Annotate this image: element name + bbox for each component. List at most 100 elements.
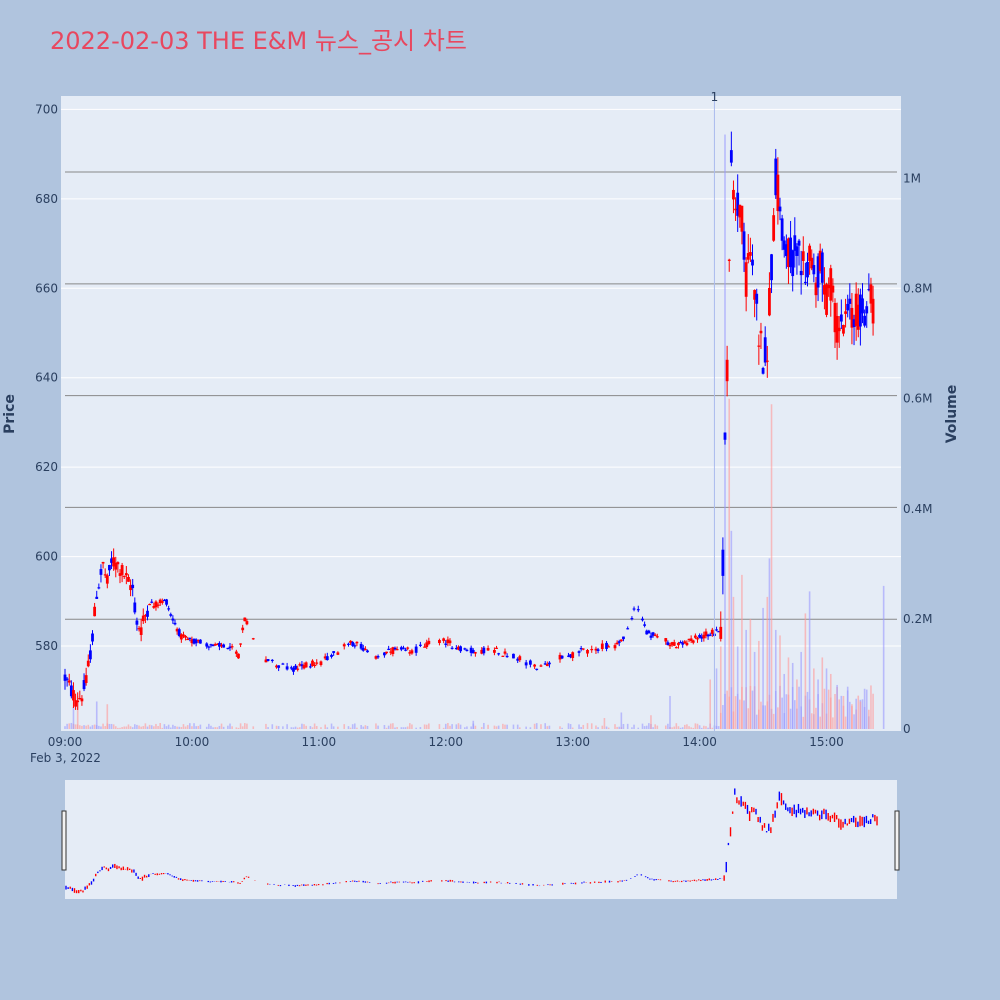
volume-bar	[144, 723, 147, 729]
volume-bar	[690, 727, 692, 729]
candle-body	[776, 174, 780, 211]
candle-body	[774, 158, 778, 196]
candle-body	[376, 656, 380, 658]
volume-bar	[157, 726, 159, 729]
candle-body	[795, 246, 799, 256]
candle-body	[732, 189, 735, 200]
volume-bar	[777, 707, 779, 729]
candle-body	[738, 204, 742, 218]
candle-body	[323, 656, 327, 659]
candle-body	[124, 573, 128, 576]
candle-body	[653, 634, 657, 636]
candle-body	[833, 303, 837, 333]
volume-bar	[755, 714, 758, 729]
candle-body	[704, 631, 708, 636]
volume-bar	[796, 679, 798, 729]
candle-body	[486, 648, 490, 651]
volume-bar	[383, 724, 386, 729]
volume-bar	[244, 723, 246, 729]
volume-bar	[726, 690, 728, 729]
candle-body	[448, 640, 452, 644]
candle-body	[118, 573, 122, 576]
candle-body	[723, 432, 727, 440]
volume-bar	[142, 726, 145, 729]
volume-bar	[406, 726, 409, 729]
volume-bar	[286, 724, 288, 729]
volume-bar	[415, 727, 417, 729]
range-slider-preview	[65, 788, 878, 894]
volume-bar	[519, 727, 521, 729]
range-slider[interactable]	[65, 780, 897, 899]
candle-body	[615, 642, 619, 645]
candle-body	[812, 265, 816, 275]
candle-body	[80, 698, 84, 702]
candle-body	[685, 642, 689, 646]
candle-body	[404, 649, 407, 651]
volume-bar	[220, 723, 223, 729]
volume-bar	[753, 651, 756, 729]
candle-body	[146, 610, 149, 617]
candle-body	[471, 650, 475, 654]
candle-body	[594, 648, 598, 651]
candle-body	[332, 651, 336, 653]
volume-bar	[402, 727, 405, 729]
candle-body	[336, 652, 340, 655]
main-plot-area[interactable]	[61, 96, 901, 731]
candle-body	[139, 627, 143, 635]
volume-bar	[442, 727, 445, 729]
volume-bar	[466, 726, 468, 729]
volume-bars	[64, 134, 885, 729]
candle-body	[289, 667, 293, 669]
volume-bar	[197, 725, 200, 729]
volume-bar	[603, 717, 606, 729]
volume-bar	[504, 724, 506, 729]
volume-bar	[93, 724, 96, 729]
volume-bar	[872, 693, 874, 729]
candle-body	[264, 659, 268, 663]
volume-bar	[637, 727, 640, 729]
volume-bar	[673, 726, 676, 729]
candle-body	[617, 641, 621, 643]
candle-body	[803, 281, 807, 284]
candle-body	[220, 644, 223, 647]
volume-bar	[758, 640, 760, 729]
candle-body	[867, 288, 871, 291]
range-slider-right-handle[interactable]	[894, 810, 900, 871]
volume-bar	[533, 723, 536, 729]
volume-bar	[582, 724, 585, 729]
volume-bar	[121, 727, 123, 729]
time-tick-label: 14:00	[682, 735, 717, 749]
volume-bar	[265, 723, 267, 729]
volume-bar	[309, 726, 312, 729]
volume-bar	[806, 691, 809, 729]
volume-bar	[155, 723, 157, 729]
candle-body	[103, 574, 107, 576]
volume-bar	[229, 723, 231, 729]
candle-body	[569, 654, 572, 658]
volume-bar	[389, 723, 392, 729]
candle-body	[691, 640, 695, 643]
volume-bar	[631, 727, 633, 729]
volume-bar	[681, 727, 684, 729]
candle-body	[342, 644, 346, 647]
candle-body	[423, 646, 427, 648]
volume-bar	[153, 726, 155, 729]
candle-body	[605, 642, 608, 649]
candle-body	[313, 664, 317, 667]
volume-bar	[237, 727, 240, 729]
candle-body	[156, 604, 160, 606]
volume-bar	[227, 725, 229, 729]
volume-bar	[193, 723, 195, 729]
candle-body	[351, 642, 355, 646]
volume-bar	[98, 725, 100, 729]
range-slider-left-handle[interactable]	[61, 810, 67, 871]
candle-body	[829, 268, 833, 301]
volume-bar	[347, 726, 350, 729]
candle-body	[173, 622, 177, 625]
volume-bar	[85, 725, 87, 729]
volume-bar	[794, 700, 796, 729]
time-tick-label: 11:00	[302, 735, 337, 749]
candle-body	[143, 615, 147, 617]
candle-body	[816, 256, 820, 288]
volume-axis-ticks: 0 0.2M 0.4M 0.6M 0.8M 1M	[903, 172, 932, 736]
